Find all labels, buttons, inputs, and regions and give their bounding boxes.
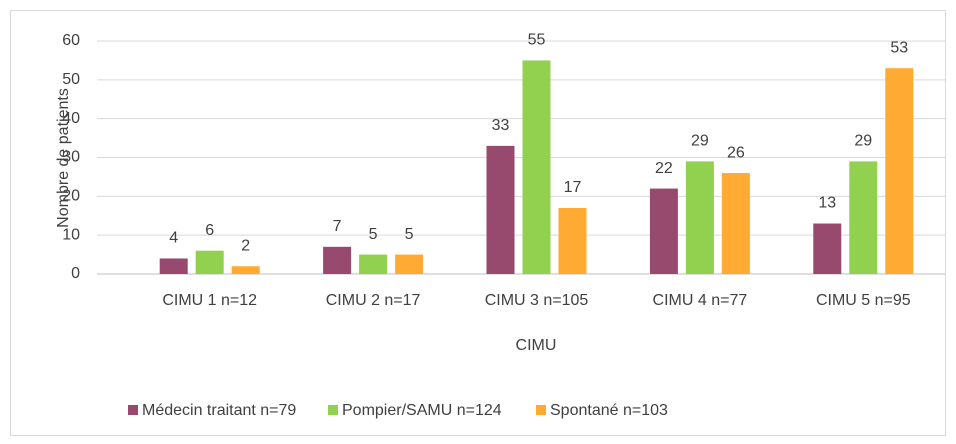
- bar: [649, 188, 678, 274]
- bar: [323, 246, 352, 274]
- bar: [685, 161, 714, 274]
- bar: [486, 145, 515, 274]
- y-axis-title: Nombre de patients: [55, 88, 72, 228]
- bar: [359, 254, 388, 274]
- value-label: 29: [854, 133, 872, 150]
- value-label: 5: [405, 226, 414, 243]
- chart-border: [10, 10, 946, 436]
- bar: [721, 173, 750, 274]
- value-label: 26: [727, 144, 745, 161]
- x-tick-label: CIMU 5 n=95: [816, 292, 911, 309]
- value-label: 2: [241, 237, 250, 254]
- bar: [195, 250, 224, 274]
- y-tick-label: 60: [62, 32, 80, 49]
- bar: [813, 223, 842, 274]
- x-tick-label: CIMU 4 n=77: [653, 292, 748, 309]
- bar: [849, 161, 878, 274]
- bar: [558, 207, 587, 274]
- legend-swatch: [328, 405, 338, 415]
- legend-swatch: [536, 405, 546, 415]
- bar: [159, 258, 188, 274]
- x-axis-title: CIMU: [516, 337, 557, 354]
- y-tick-label: 40: [62, 110, 80, 127]
- x-tick-label: CIMU 1 n=12: [162, 292, 257, 309]
- y-tick-label: 20: [62, 188, 80, 205]
- value-label: 53: [890, 39, 908, 56]
- value-label: 17: [564, 179, 582, 196]
- legend-label: Spontané n=103: [550, 402, 668, 419]
- y-tick-label: 10: [62, 226, 80, 243]
- bar: [522, 60, 551, 274]
- y-tick-label: 50: [62, 71, 80, 88]
- value-label: 29: [691, 133, 709, 150]
- legend-swatch: [128, 405, 138, 415]
- bar: [395, 254, 424, 274]
- value-label: 6: [205, 222, 214, 239]
- x-tick-label: CIMU 2 n=17: [326, 292, 421, 309]
- y-tick-label: 30: [62, 149, 80, 166]
- value-label: 7: [333, 218, 342, 235]
- value-label: 4: [169, 230, 178, 247]
- bar: [231, 266, 260, 274]
- bar: [885, 68, 914, 274]
- x-tick-label: CIMU 3 n=105: [485, 292, 589, 309]
- legend-label: Pompier/SAMU n=124: [342, 402, 502, 419]
- value-label: 55: [528, 32, 546, 49]
- legend-label: Médecin traitant n=79: [142, 402, 296, 419]
- value-label: 5: [369, 226, 378, 243]
- value-label: 33: [492, 117, 510, 134]
- value-label: 22: [655, 160, 673, 177]
- value-label: 13: [818, 195, 836, 212]
- y-tick-label: 0: [71, 265, 80, 282]
